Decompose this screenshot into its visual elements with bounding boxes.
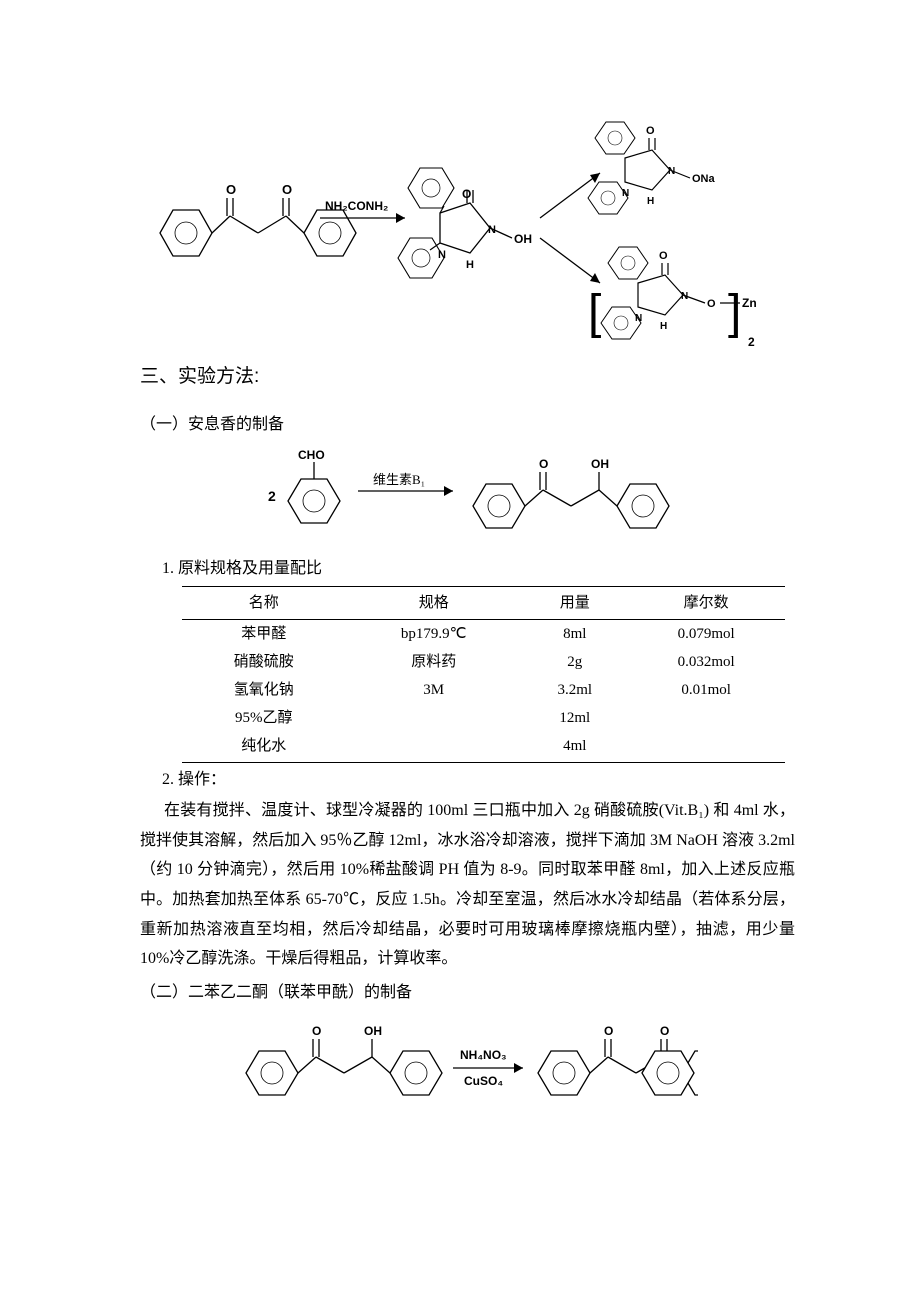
scheme1-oh-label: OH bbox=[514, 232, 532, 246]
scheme1-reagent-label: NH₂CONH₂ bbox=[325, 199, 388, 213]
document-page: O O NH₂CONH₂ O N H N OH bbox=[0, 0, 920, 1302]
svg-text:OH: OH bbox=[591, 457, 609, 471]
procedure-paragraph: 在装有搅拌、温度计、球型冷凝器的 100ml 三口瓶中加入 2g 硝酸硫胺(Vi… bbox=[140, 796, 795, 974]
reaction-scheme-1: O O NH₂CONH₂ O N H N OH bbox=[140, 105, 795, 350]
svg-text:O: O bbox=[707, 298, 716, 310]
svg-text:]: ] bbox=[728, 286, 741, 339]
svg-text:H: H bbox=[647, 196, 654, 207]
svg-text:O: O bbox=[660, 1024, 669, 1038]
col-amount: 用量 bbox=[522, 586, 628, 619]
svg-text:2: 2 bbox=[268, 488, 276, 504]
scheme1-nh-label: H bbox=[466, 259, 474, 271]
materials-table: 名称 规格 用量 摩尔数 苯甲醛 bp179.9℃ 8ml 0.079mol 硝… bbox=[182, 586, 785, 763]
scheme1-sub2-label: 2 bbox=[748, 335, 755, 348]
table-row: 硝酸硫胺 原料药 2g 0.032mol bbox=[182, 648, 785, 676]
col-spec: 规格 bbox=[346, 586, 522, 619]
table-row: 95%乙醇 12ml bbox=[182, 704, 785, 732]
item-2-label: 2. 操作： bbox=[162, 767, 795, 793]
benzoin-reaction: 2 CHO 维生素B₁ O OH bbox=[140, 446, 795, 546]
svg-text:O: O bbox=[659, 250, 668, 262]
scheme1-ona-label: ONa bbox=[692, 173, 716, 185]
svg-text:O: O bbox=[312, 1024, 321, 1038]
benzil-reaction: O OH NH₄NO₃ CuSO₄ O O bbox=[140, 1013, 795, 1113]
table-row: 苯甲醛 bp179.9℃ 8ml 0.079mol bbox=[182, 619, 785, 648]
table-row: 氢氧化钠 3M 3.2ml 0.01mol bbox=[182, 676, 785, 704]
svg-text:O: O bbox=[604, 1024, 613, 1038]
nh4no3-label: NH₄NO₃ bbox=[460, 1048, 507, 1062]
table-row: 纯化水 4ml bbox=[182, 732, 785, 763]
item-1-label: 1. 原料规格及用量配比 bbox=[162, 556, 795, 582]
scheme1-zn-label: Zn bbox=[742, 296, 757, 310]
scheme1-svg: O O NH₂CONH₂ O N H N OH bbox=[140, 108, 780, 348]
vitb1-label: 维生素B₁ bbox=[373, 472, 425, 487]
col-name: 名称 bbox=[182, 586, 346, 619]
subsection-1-heading: （一）安息香的制备 bbox=[140, 412, 795, 438]
section-3-heading: 三、实验方法: bbox=[140, 362, 795, 392]
svg-text:CHO: CHO bbox=[298, 448, 325, 462]
svg-text:O: O bbox=[539, 457, 548, 471]
svg-text:H: H bbox=[660, 321, 667, 332]
svg-text:O: O bbox=[646, 125, 655, 137]
svg-text:O: O bbox=[282, 182, 292, 197]
svg-text:OH: OH bbox=[364, 1024, 382, 1038]
svg-text:O: O bbox=[226, 182, 236, 197]
svg-text:[: [ bbox=[588, 286, 601, 339]
col-mol: 摩尔数 bbox=[628, 586, 785, 619]
cuso4-label: CuSO₄ bbox=[464, 1074, 503, 1088]
subsection-2-heading: （二）二苯乙二酮（联苯甲酰）的制备 bbox=[140, 980, 795, 1006]
